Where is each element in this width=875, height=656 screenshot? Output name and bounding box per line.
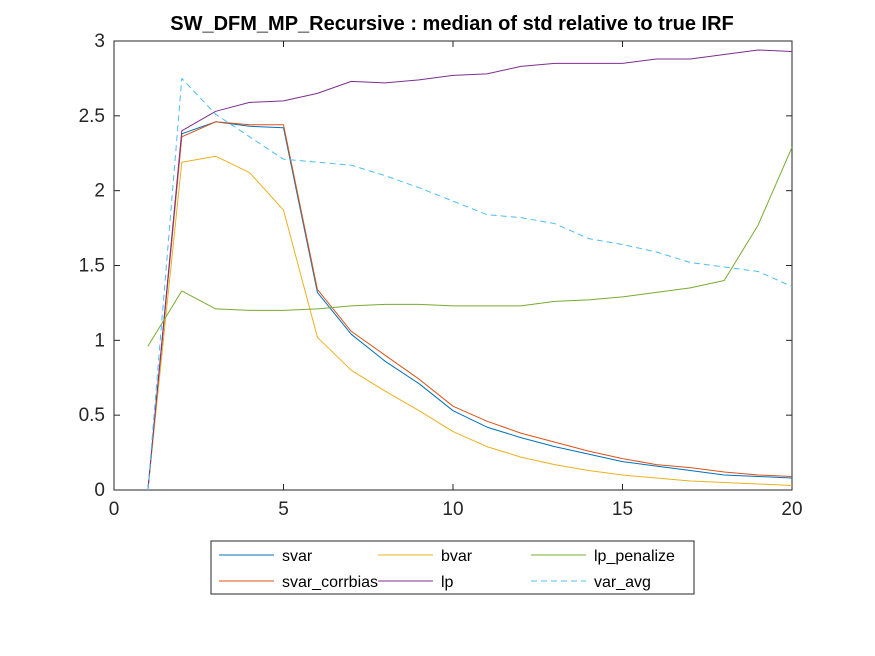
legend-box [210,540,695,595]
y-tick-label: 2 [94,181,105,202]
x-tick-label: 15 [612,499,633,520]
y-tick-label: 1.5 [79,256,105,277]
x-tick-label: 5 [278,499,289,520]
x-tick-label: 0 [109,499,120,520]
plot-area: 0 5 10 15 20 0 0.5 1 1.5 2 2.5 3 [79,31,803,520]
series-line-svar-corrbias [147,121,793,491]
y-tick-label: 0.5 [79,405,105,426]
series-line-lp-penalize [147,147,793,347]
y-tick-label: 1 [94,330,105,351]
legend-label-var-avg: var_avg [594,574,651,591]
legend-label-lp-penalize: lp_penalize [594,548,675,565]
legend: svar bvar lp_penalize svar_corrbias lp var_av… [210,540,695,595]
series-line-lp [147,49,793,491]
series-line-var-avg [147,77,793,491]
y-tick-label: 0 [94,480,105,501]
chart-title: SW_DFM_MP_Recursive : median of std rela… [170,13,733,35]
series-line-svar [147,121,793,491]
x-tick-label: 10 [442,499,463,520]
y-tick-label: 2.5 [79,106,105,127]
x-tick-label: 20 [781,499,802,520]
legend-label-svar-corrbias: svar_corrbias [282,574,378,591]
legend-label-bvar: bvar [441,548,473,565]
legend-label-lp: lp [441,574,454,591]
series-line-bvar [147,155,793,491]
y-tick-label: 3 [94,31,105,52]
axes-box [113,40,793,491]
legend-label-svar: svar [282,548,313,565]
